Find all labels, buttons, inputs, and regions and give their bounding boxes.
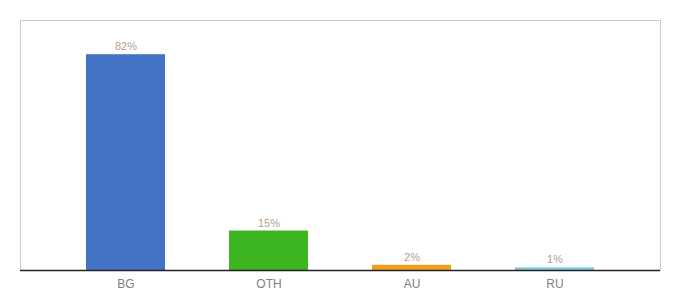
svg-text:RU: RU xyxy=(546,277,563,291)
svg-text:82%: 82% xyxy=(115,40,137,52)
svg-text:AU: AU xyxy=(404,277,421,291)
svg-text:2%: 2% xyxy=(404,251,420,263)
svg-text:15%: 15% xyxy=(258,217,280,229)
svg-text:OTH: OTH xyxy=(256,277,281,291)
svg-text:1%: 1% xyxy=(547,253,563,265)
svg-text:BG: BG xyxy=(117,277,134,291)
